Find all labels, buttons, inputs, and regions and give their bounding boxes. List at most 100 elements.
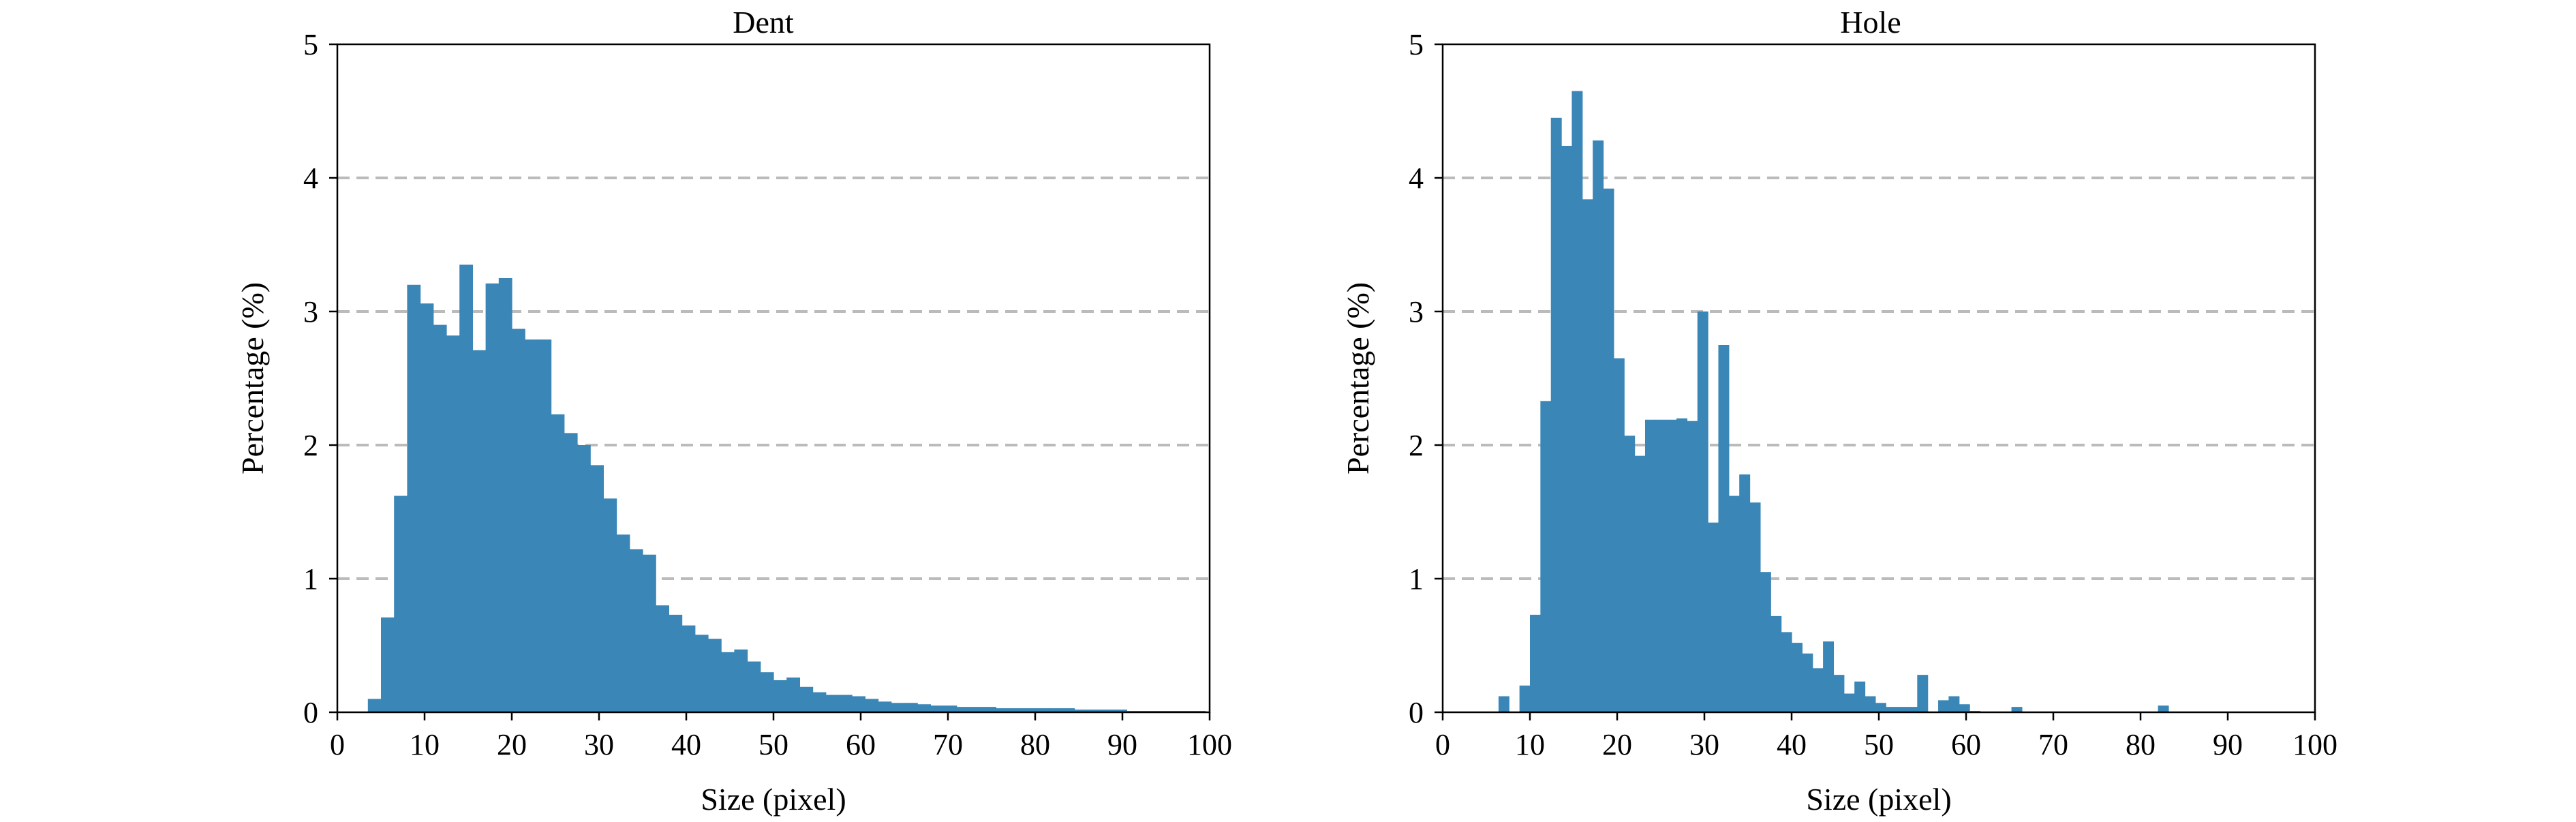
dent-histogram-bar (747, 661, 761, 712)
dent-y-tick-label: 0 (303, 696, 318, 729)
dent-x-tick-label: 10 (410, 728, 440, 761)
hole-histogram-bar (1886, 707, 1897, 712)
dent-histogram-bar (629, 549, 643, 712)
dent-histogram-bar (839, 695, 853, 712)
dent-x-axis: 0 10 20 30 40 50 60 70 80 90 100 (330, 712, 1232, 761)
dent-histogram-bar (669, 614, 683, 712)
dent-histogram-bar (656, 605, 669, 712)
dent-x-tick-label: 100 (1187, 728, 1232, 761)
dent-histogram-bar (394, 496, 408, 712)
dent-histogram-bar (551, 414, 565, 712)
dent-y-tick-label: 1 (303, 562, 318, 596)
dent-histogram-bar (525, 339, 538, 712)
dent-histogram-bar (498, 278, 512, 712)
dent-histogram-bar (472, 350, 487, 712)
hole-histogram-bar (1802, 653, 1813, 712)
dent-histogram-bar (1087, 710, 1101, 712)
hole-histogram-bar (1644, 419, 1656, 712)
dent-y-tick-label: 2 (303, 429, 318, 462)
dent-x-tick-label: 40 (671, 728, 701, 761)
dent-histogram-bar (1048, 708, 1062, 712)
dent-chart-title: Dent (733, 5, 794, 40)
hole-x-tick-label: 0 (1435, 728, 1450, 761)
hole-histogram-bar (1854, 681, 1866, 712)
hole-histogram-bar (1708, 522, 1719, 712)
hole-histogram-bar (1843, 693, 1855, 712)
hole-x-axis-label: Size (pixel) (1806, 782, 1951, 817)
dent-x-tick-label: 80 (1020, 728, 1050, 761)
hole-histogram-bar (1865, 696, 1876, 712)
dent-histogram-bar (459, 264, 473, 712)
hole-y-tick-label: 3 (1409, 295, 1424, 329)
dent-histogram-bar (367, 699, 382, 712)
dent-histogram-bar (799, 686, 814, 712)
hole-histogram-bar (1687, 421, 1698, 712)
hole-histogram-bar (1917, 675, 1929, 712)
hole-histogram-bar (1666, 419, 1677, 712)
dent-histogram-bar (917, 704, 931, 712)
dent-histogram-bar (1035, 708, 1049, 712)
dent-histogram-bar (1074, 710, 1088, 712)
hole-y-tick-label: 2 (1409, 429, 1424, 462)
hole-x-tick-label: 20 (1602, 728, 1632, 761)
dent-x-tick-label: 20 (497, 728, 527, 761)
dent-histogram-bar (381, 617, 395, 712)
dent-bars (367, 264, 1206, 713)
dent-histogram-bar (904, 703, 918, 712)
dent-y-tick-label: 4 (303, 162, 318, 195)
hole-histogram-bar (1906, 707, 1918, 712)
hole-histogram-bar (1823, 641, 1835, 712)
hole-histogram-bar (1959, 704, 1970, 712)
hole-x-tick-label: 30 (1689, 728, 1719, 761)
dent-histogram-bar (943, 705, 957, 712)
hole-histogram-bar (1582, 199, 1593, 712)
hole-histogram-bar (1655, 419, 1667, 712)
dent-y-axis-label: Percentage (%) (235, 282, 270, 474)
dent-histogram-bar (603, 498, 617, 712)
dent-histogram-bar (577, 445, 591, 712)
hole-x-tick-label: 10 (1515, 728, 1545, 761)
hole-histogram-panel: Hole 0 10 20 30 40 50 60 70 80 90 100 0 1 2 3 4 5 Size … (1340, 5, 2337, 817)
dent-histogram-bar (721, 652, 735, 712)
dent-histogram-bar (773, 680, 787, 712)
hole-histogram-bar (1728, 496, 1740, 712)
hole-histogram-bar (1603, 188, 1614, 712)
dent-histogram-bar (433, 324, 447, 713)
hole-x-tick-label: 90 (2213, 728, 2243, 761)
hole-histogram-bar (1739, 474, 1751, 712)
dent-histogram-bar (681, 625, 696, 712)
hole-y-axis: 0 1 2 3 4 5 (1409, 28, 1443, 729)
dent-x-tick-label: 90 (1107, 728, 1137, 761)
hole-histogram-bar (1792, 643, 1803, 712)
dent-histogram-bar (878, 701, 892, 712)
dent-x-tick-label: 0 (330, 728, 345, 761)
dent-histogram-panel: Dent 0 10 20 30 40 50 60 70 80 90 100 0 1 2 3 4 5 Size … (235, 5, 1232, 817)
hole-x-tick-label: 50 (1864, 728, 1894, 761)
hole-y-tick-label: 0 (1409, 696, 1424, 729)
dent-x-tick-label: 30 (584, 728, 614, 761)
dent-histogram-bar (891, 703, 905, 712)
hole-histogram-bar (1550, 117, 1562, 713)
dent-y-tick-label: 3 (303, 295, 318, 329)
hole-y-tick-label: 5 (1409, 28, 1424, 61)
dent-histogram-bar (930, 705, 945, 712)
dent-histogram-bar (996, 708, 1010, 712)
dent-x-tick-label: 70 (933, 728, 963, 761)
hole-histogram-bar (1875, 703, 1886, 712)
hole-y-tick-label: 1 (1409, 562, 1424, 596)
hole-histogram-bar (1613, 358, 1625, 712)
hole-histogram-bar (1812, 668, 1824, 712)
hole-histogram-bar (1519, 685, 1531, 712)
dent-histogram-bar (694, 635, 709, 712)
hole-histogram-bar (1624, 436, 1636, 712)
dent-x-tick-label: 50 (758, 728, 788, 761)
hole-histogram-bar (1760, 572, 1771, 712)
dent-histogram-bar (420, 303, 434, 712)
dent-histogram-bar (512, 329, 525, 713)
dent-histogram-bar (1101, 710, 1114, 712)
dent-histogram-bar (1022, 708, 1036, 712)
dent-histogram-bar (446, 335, 460, 712)
hole-y-axis-label: Percentage (%) (1340, 282, 1375, 474)
dent-histogram-bar (970, 707, 983, 712)
